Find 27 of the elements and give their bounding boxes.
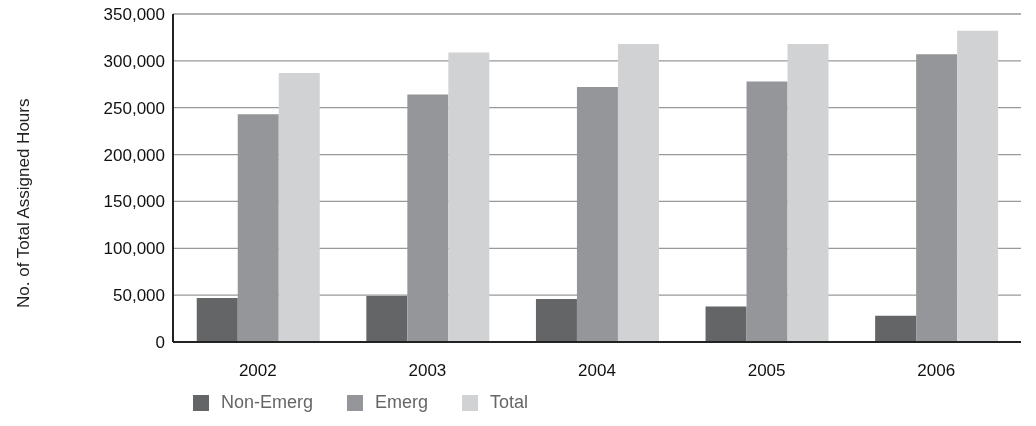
y-tick-label: 150,000 — [103, 192, 165, 212]
bar — [196, 297, 238, 342]
x-tick-label: 2003 — [408, 361, 447, 381]
x-tick-label: 2002 — [238, 361, 277, 381]
y-tick-label: 0 — [155, 333, 165, 353]
bar — [448, 52, 490, 342]
bar — [787, 43, 829, 342]
bar — [705, 306, 747, 342]
legend-label: Total — [489, 392, 529, 413]
y-tick-label: 250,000 — [103, 98, 165, 118]
y-tick-label: 100,000 — [103, 239, 165, 259]
y-tick-label: 350,000 — [103, 5, 165, 25]
x-tick-label: 2006 — [917, 361, 956, 381]
bar — [617, 43, 659, 342]
bar — [366, 296, 408, 342]
x-tick-label: 2004 — [578, 361, 616, 381]
y-tick-label: 200,000 — [103, 145, 165, 165]
x-tick-label: 2005 — [747, 361, 786, 381]
bar — [957, 30, 999, 342]
legend-label: Emerg — [374, 392, 429, 413]
bar — [278, 73, 320, 342]
bar — [875, 315, 917, 342]
legend-label: Non-Emerg — [220, 392, 314, 413]
y-tick-label: 50,000 — [113, 286, 165, 306]
y-tick-label: 300,000 — [103, 51, 165, 71]
y-axis-title: No. of Total Assigned Hours — [14, 98, 34, 308]
bar — [535, 298, 577, 342]
